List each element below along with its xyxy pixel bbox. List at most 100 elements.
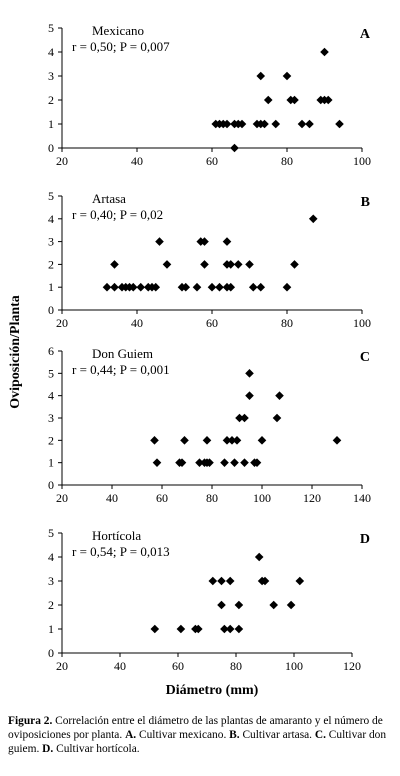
panel-b-data-point	[200, 237, 209, 246]
panel-b-data-point	[192, 282, 202, 292]
panel-d-data-point	[194, 624, 203, 634]
panel-c-data-point	[257, 436, 267, 445]
panel-b-x-tick-label: 80	[281, 316, 293, 330]
panel-a-series-label: Mexicano	[92, 23, 144, 38]
panel-c-data-point	[195, 458, 204, 467]
panel-d-data-point	[217, 576, 226, 586]
panel-d-panel-letter: D	[360, 532, 370, 547]
panel-c-y-tick-label: 1	[48, 456, 54, 470]
panel-c-x-tick-label: 80	[206, 491, 218, 505]
panel-d-x-tick-label: 120	[343, 659, 361, 673]
panel-c-data-point	[202, 436, 212, 445]
panel-b-data-point	[215, 282, 224, 292]
panel-a-y-tick-label: 1	[48, 117, 54, 131]
panel-b-data-point	[110, 260, 119, 269]
panel-c-y-tick-label: 5	[48, 366, 54, 380]
panel-d-data-point	[234, 600, 244, 610]
panel-d-data-point	[220, 624, 229, 634]
panel-c-x-tick-label: 120	[303, 491, 321, 505]
panel-d-data-point	[286, 600, 296, 610]
figure-chart: Oviposición/Planta Diámetro (mm) 0 1 2 3 4 5 2…	[8, 21, 371, 698]
panel-d-y-tick-label: 2	[48, 598, 54, 612]
panel-d-stat-text: r = 0,54; P = 0,013	[72, 544, 170, 559]
panel-c-data-point	[205, 458, 214, 467]
caption-label: B.	[229, 729, 240, 742]
panel-a-data-point	[335, 119, 344, 129]
panel-a-panel-letter: A	[360, 27, 371, 42]
panel-d-data-point	[225, 624, 235, 634]
panel-a-x-tick-label: 20	[56, 154, 68, 168]
panel-c-data-point	[230, 458, 239, 467]
panel-c-data-point	[150, 436, 159, 445]
panel-d-data-point	[234, 624, 244, 634]
panel-b-y-tick-label: 5	[48, 189, 54, 203]
caption-label: C.	[314, 729, 326, 742]
panel-a-y-tick-label: 3	[48, 69, 54, 83]
panel-c-data-point	[272, 413, 282, 423]
panel-b-x-tick-label: 20	[56, 316, 68, 330]
panel-b-panel-letter: B	[361, 195, 370, 210]
panel-d-x-tick-label: 60	[172, 659, 184, 673]
panel-d-data-point	[208, 576, 218, 586]
panel-a-data-point	[222, 119, 232, 129]
panel-a-x-tick-label: 80	[281, 154, 293, 168]
panel-b-stat-text: r = 0,40; P = 0,02	[72, 207, 163, 222]
panel-d-x-tick-label: 80	[230, 659, 242, 673]
caption-text: Correlación entre el diámetro de las pla…	[8, 715, 383, 742]
caption-label: A.	[125, 729, 137, 742]
panel-a-stat-text: r = 0,50; P = 0,007	[72, 39, 170, 54]
panel-d-data-point	[295, 576, 305, 586]
panel-b-data-point	[226, 260, 236, 269]
panel-c-data-point	[227, 436, 237, 445]
panel-a-x-tick-label: 60	[206, 154, 218, 168]
panel-d-y-tick-label: 3	[48, 574, 54, 588]
panel-a-data-point	[290, 95, 299, 105]
caption-label: D.	[42, 743, 54, 756]
panel-a-data-point	[320, 47, 329, 57]
panel-d-data-point	[150, 624, 160, 634]
panel-c-data-point	[222, 436, 232, 445]
panel-d-data-point	[254, 552, 264, 562]
panel-c-data-point	[177, 458, 187, 467]
x-axis-title: Diámetro (mm)	[166, 683, 259, 698]
panel-b-y-tick-label: 2	[48, 257, 54, 271]
panel-d-y-tick-label: 4	[48, 550, 54, 564]
panel-a-y-tick-label: 2	[48, 93, 54, 107]
panel-b-y-tick-label: 3	[48, 235, 54, 249]
panel-c-data-point	[232, 436, 242, 445]
panel-b-data-point	[151, 282, 161, 292]
panel-d-data-point	[217, 600, 226, 610]
panel-a-data-point	[305, 119, 314, 129]
panel-d-x-tick-label: 40	[114, 659, 126, 673]
panel-a-data-point	[237, 119, 247, 129]
panel-b-data-point	[222, 237, 232, 246]
panel-a-data-point	[297, 119, 307, 129]
panel-b-data-point	[282, 282, 292, 292]
caption-label: Figura 2.	[8, 715, 53, 727]
panel-d-series-label: Hortícola	[92, 528, 141, 543]
panel-b-y-tick-label: 1	[48, 280, 54, 294]
panel-c-y-tick-label: 3	[48, 411, 54, 425]
panel-c-data-point	[245, 391, 254, 400]
panel-a-data-point	[323, 95, 333, 105]
panel-c-data-point	[275, 391, 284, 400]
panel-d-x-tick-label: 20	[56, 659, 68, 673]
panel-a-y-tick-label: 4	[48, 45, 54, 59]
panel-c-data-point	[240, 413, 249, 423]
panel-a-data-point	[230, 143, 239, 153]
panel-b-data-point	[128, 282, 138, 292]
panel-b-series-label: Artasa	[92, 191, 126, 206]
panel-a-data-point	[271, 119, 281, 129]
panel-b-data-point	[110, 282, 119, 292]
figure-caption: Figura 2. Correlación entre el diámetro …	[8, 714, 392, 757]
panel-d-data-point	[176, 624, 186, 634]
panel-b-x-tick-label: 100	[353, 316, 371, 330]
caption-text: Cultivar hortícola.	[53, 743, 140, 756]
panel-b-data-point	[290, 260, 299, 269]
caption-text: Cultivar don guiem.	[8, 729, 387, 756]
panel-b-y-tick-label: 4	[48, 212, 54, 226]
panel-a-y-tick-label: 0	[48, 141, 54, 155]
panel-d-y-tick-label: 5	[48, 526, 54, 540]
panel-c-y-tick-label: 4	[48, 389, 54, 403]
panel-c-y-tick-label: 6	[48, 344, 54, 358]
